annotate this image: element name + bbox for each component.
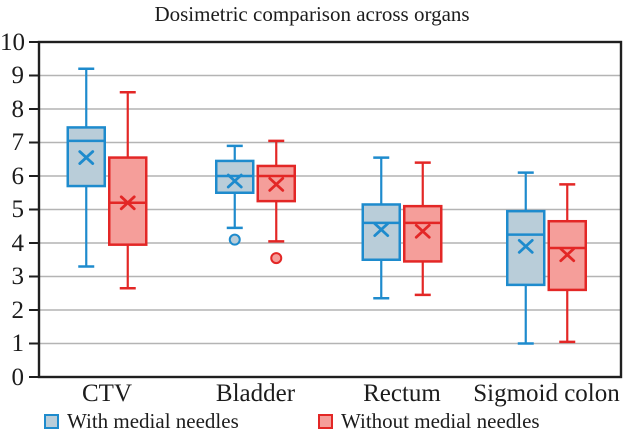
- y-axis-tick-label: 0: [11, 363, 25, 391]
- chart-legend: With medial needles Without medial needl…: [44, 408, 540, 433]
- legend-label: Without medial needles: [341, 408, 540, 433]
- y-axis-tick-label: 7: [11, 129, 25, 156]
- y-axis-tick-label: 10: [0, 28, 25, 56]
- x-axis-category-label: Rectum: [363, 380, 441, 407]
- y-axis-tick-label: 5: [11, 196, 25, 223]
- legend-item-with-medial-needles: With medial needles: [44, 408, 239, 433]
- legend-swatch-blue-icon: [44, 413, 59, 429]
- x-axis-category-label: Bladder: [215, 380, 296, 407]
- x-axis-category-label: Sigmoid colon: [473, 380, 620, 407]
- x-axis-category-label: CTV: [82, 380, 132, 407]
- y-axis-tick-label: 6: [11, 162, 25, 190]
- y-axis-tick-label: 1: [11, 330, 25, 357]
- y-axis-tick-label: 2: [11, 296, 25, 324]
- y-axis-tick-label: 3: [11, 263, 25, 290]
- legend-label: With medial needles: [67, 408, 239, 433]
- legend-item-without-medial-needles: Without medial needles: [318, 408, 540, 433]
- legend-swatch-red-icon: [318, 413, 333, 429]
- y-axis-tick-label: 4: [11, 229, 25, 257]
- y-axis-tick-label: 9: [11, 62, 25, 89]
- y-axis-tick-label: 8: [11, 95, 25, 123]
- chart-title: Dosimetric comparison across organs: [154, 2, 470, 26]
